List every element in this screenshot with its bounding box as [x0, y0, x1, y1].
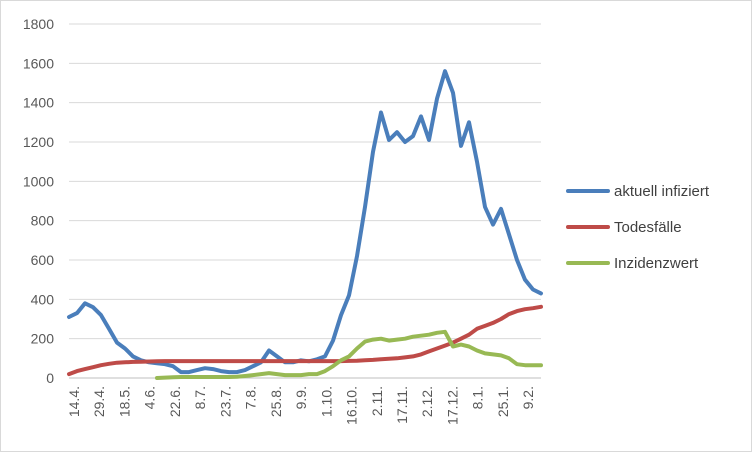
- x-tick-label: 8.1.: [470, 386, 486, 409]
- x-tick-label: 25.8.: [268, 386, 284, 417]
- x-tick-label: 2.11.: [369, 386, 385, 416]
- x-tick-label: 25.1.: [495, 386, 511, 417]
- y-tick-label: 200: [31, 331, 55, 347]
- x-tick-label: 18.5.: [116, 386, 132, 417]
- x-tick-label: 14.4.: [66, 386, 82, 417]
- x-tick-label: 29.4.: [91, 386, 107, 417]
- x-tick-label: 4.6.: [142, 386, 158, 409]
- x-tick-label: 7.8.: [243, 386, 259, 409]
- y-tick-label: 1200: [23, 134, 54, 150]
- y-tick-label: 1800: [23, 16, 54, 32]
- x-tick-label: 23.7.: [217, 386, 233, 417]
- series-line-1: [67, 304, 543, 377]
- x-tick-label: 17.12.: [444, 386, 460, 425]
- y-tick-label: 600: [31, 252, 55, 268]
- legend: aktuell infiziert Todesfälle Inzidenzwert: [566, 183, 710, 272]
- series-line-0: [67, 69, 543, 375]
- x-tick-label: 16.10.: [344, 386, 360, 425]
- x-tick-label: 9.2.: [520, 386, 536, 409]
- legend-label: aktuell infiziert: [614, 183, 710, 200]
- y-axis-tick-labels: 0 200 400 600 800 1000 1200 1400 1600 1800: [23, 16, 54, 386]
- y-tick-label: 0: [46, 370, 54, 386]
- x-tick-label: 2.12.: [419, 386, 435, 417]
- y-tick-label: 800: [31, 213, 55, 229]
- gridlines: [69, 23, 541, 340]
- legend-label: Todesfälle: [614, 219, 682, 236]
- y-tick-label: 1400: [23, 95, 54, 111]
- y-tick-label: 1600: [23, 55, 54, 71]
- x-tick-label: 17.11.: [394, 386, 410, 424]
- x-tick-label: 1.10.: [318, 386, 334, 417]
- x-tick-label: 8.7.: [192, 386, 208, 409]
- y-tick-label: 1000: [23, 173, 54, 189]
- x-axis-tick-labels: 14.4. 29.4. 18.5. 4.6. 22.6. 8.7. 23.7. 7.8. 25.…: [66, 386, 536, 425]
- series-line-2: [155, 329, 543, 380]
- legend-label: Inzidenzwert: [614, 255, 699, 272]
- x-tick-label: 22.6.: [167, 386, 183, 417]
- data-series: [67, 69, 543, 380]
- y-tick-label: 400: [31, 291, 55, 307]
- x-tick-label: 9.9.: [293, 386, 309, 409]
